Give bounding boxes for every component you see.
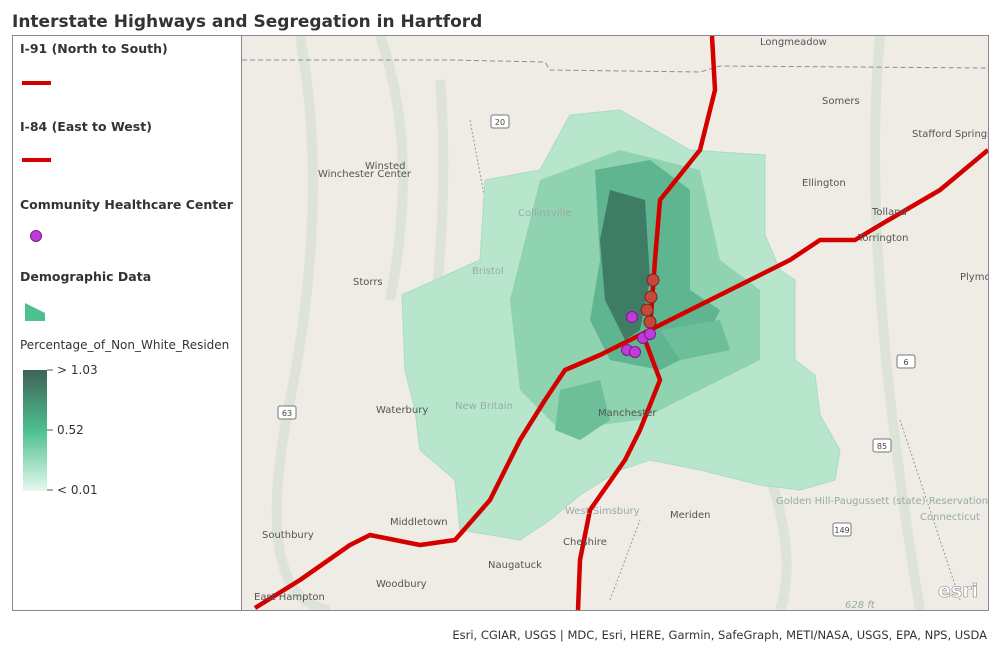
place-label: Stafford Springs: [912, 129, 992, 140]
place-label: Somers: [822, 96, 860, 107]
road-shield-label: 85: [877, 442, 887, 451]
legend-label: I-84 (East to West): [20, 119, 152, 134]
legend-label: Community Healthcare Center: [20, 197, 234, 212]
place-label: Waterbury: [376, 405, 428, 416]
place-label: Tolland: [871, 207, 907, 218]
place-label: Bristol: [472, 266, 504, 277]
tracts-highest: [600, 190, 650, 340]
legend-field: Percentage_of_Non_White_Residen: [20, 338, 229, 352]
road-shield: [490, 114, 510, 129]
road-shield-label: 20: [495, 118, 505, 127]
place-label: Meriden: [670, 510, 711, 521]
marker[interactable]: [644, 290, 658, 304]
marker[interactable]: [646, 273, 660, 287]
place-label: Storrs: [353, 277, 383, 288]
place-label: Manchester: [598, 408, 657, 419]
map-frame: [241, 35, 989, 611]
title: Interstate Highways and Segregation in H…: [12, 12, 482, 32]
place-label: Winchester Center: [318, 169, 412, 180]
legend-label: Demographic Data: [20, 269, 151, 284]
healthcare-center[interactable]: [626, 311, 638, 323]
legend-label: I-91 (North to South): [20, 41, 168, 56]
esri-logo: esri: [938, 580, 978, 602]
ramp-label: > 1.03: [57, 363, 98, 377]
terrain: [271, 36, 925, 610]
road-shield-label: 149: [834, 526, 849, 535]
healthcare-center[interactable]: [629, 346, 641, 358]
ramp-label: < 0.01: [57, 483, 98, 497]
marker[interactable]: [643, 315, 657, 329]
state-boundary: [242, 59, 988, 73]
place-label: Torrington: [857, 233, 908, 244]
place-label: Golden Hill-Paugussett (state) Reservati…: [776, 496, 988, 507]
road-shield: [832, 522, 852, 537]
place-label: Cheshire: [563, 537, 607, 548]
ramp-label: 0.52: [57, 423, 84, 437]
road-shield: [277, 405, 297, 420]
attribution: Esri, CGIAR, USGS | MDC, Esri, HERE, Gar…: [452, 628, 987, 642]
legend-swatch: [30, 230, 42, 242]
place-label: Plymouth: [960, 272, 995, 283]
healthcare-center[interactable]: [644, 328, 656, 340]
place-label: New Britain: [455, 401, 513, 412]
place-label: Woodbury: [376, 579, 427, 590]
place-label: Naugatuck: [488, 560, 542, 571]
road-shield-label: 6: [903, 358, 908, 367]
place-label: Southbury: [262, 530, 314, 541]
road-shield: [872, 438, 892, 453]
place-label: West Simsbury: [565, 506, 640, 517]
tracts-mid: [555, 320, 730, 440]
place-label: Ellington: [802, 178, 846, 189]
color-ramp: [23, 370, 47, 491]
place-label: Connecticut: [920, 512, 980, 523]
place-label: Collinsville: [518, 208, 571, 219]
place-label: East Hampton: [254, 592, 325, 603]
i-84[interactable]: [253, 148, 988, 610]
scale-text: 628 ft: [845, 600, 876, 611]
road-shield: [896, 354, 916, 369]
legend-panel: [12, 35, 242, 611]
place-label: Longmeadow: [760, 37, 827, 48]
marker[interactable]: [640, 303, 654, 317]
legend-swatch: [25, 303, 45, 321]
place-label: Middletown: [390, 517, 448, 528]
place-label: Winsted: [365, 161, 405, 172]
road-shield-label: 63: [282, 409, 292, 418]
